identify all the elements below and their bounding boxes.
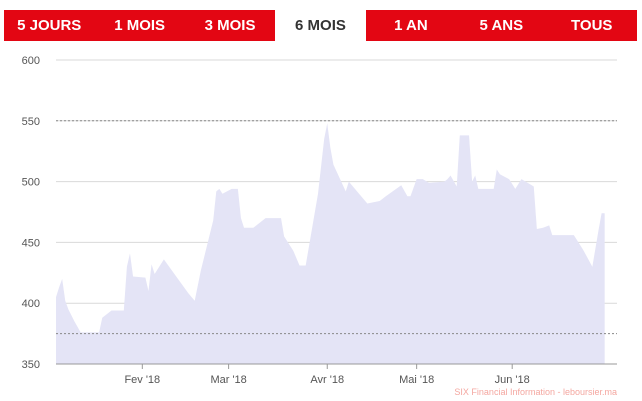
source-credit: SIX Financial Information - leboursier.m…	[454, 387, 617, 397]
x-tick-label: Avr '18	[310, 374, 344, 386]
y-tick-label: 550	[22, 116, 40, 128]
tab-5-ans[interactable]: 5 ANS	[479, 17, 524, 34]
x-tick-label: Mar '18	[210, 374, 246, 386]
x-tick-label: Fev '18	[124, 374, 160, 386]
y-tick-label: 450	[22, 237, 40, 249]
tab-1-mois[interactable]: 1 MOIS	[114, 17, 166, 34]
tab-tous[interactable]: TOUS	[571, 17, 613, 34]
tab-3-mois[interactable]: 3 MOIS	[204, 17, 256, 34]
price-area-series	[56, 123, 605, 365]
tab-5-jours[interactable]: 5 JOURS	[17, 17, 82, 34]
y-tick-label: 400	[22, 298, 40, 310]
tab-6-mois[interactable]: 6 MOIS	[275, 10, 366, 41]
y-tick-label: 500	[22, 177, 40, 189]
y-tick-label: 350	[22, 359, 40, 371]
period-tabs: 5 JOURS 1 MOIS 3 MOIS 6 MOIS 1 AN 5 ANS …	[4, 10, 637, 41]
x-tick-label: Mai '18	[399, 374, 434, 386]
y-tick-label: 600	[22, 55, 40, 67]
tab-1-an[interactable]: 1 AN	[394, 17, 428, 34]
x-tick-label: Jun '18	[495, 374, 530, 386]
